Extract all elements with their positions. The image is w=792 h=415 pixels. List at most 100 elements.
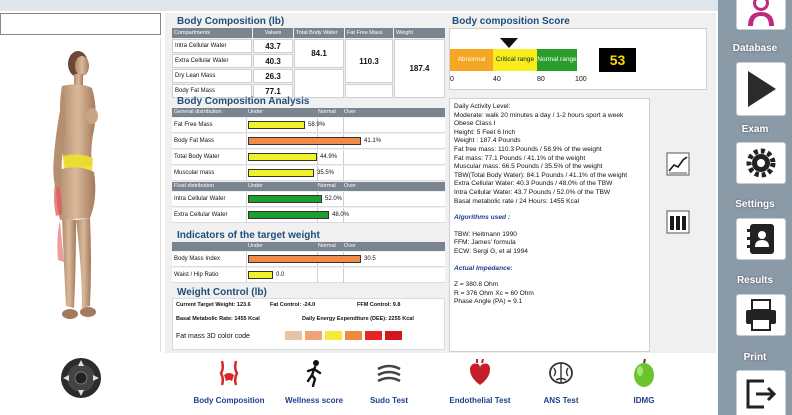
row-label-dry-lean: Dry Lean Mass <box>172 69 252 83</box>
value-ecw: 40.3 <box>253 54 293 68</box>
column-divider <box>246 134 247 149</box>
distribution-bar <box>248 255 361 263</box>
bar-value: 0.0 <box>276 272 285 278</box>
general-distribution-header: General distribution Under Normal Over <box>172 108 445 117</box>
chart-trend-button[interactable] <box>666 152 690 176</box>
daily-energy-expenditure: Daily Energy Expenditure (DEE): 2255 Kca… <box>302 316 414 322</box>
print-label: Print <box>743 352 767 363</box>
nav-label: IDMG <box>633 396 655 405</box>
row-label: Fat Free Mass <box>174 122 213 128</box>
color-swatch <box>305 331 322 340</box>
rotate-dial-button[interactable] <box>59 356 103 400</box>
blank-cell <box>345 84 393 98</box>
indicators-header: Under Normal Over <box>172 242 445 251</box>
nav-endothelial-test[interactable]: Endothelial Test <box>444 358 516 410</box>
header-weight: Weight <box>394 28 445 38</box>
nav-label: Sudo Test <box>369 396 409 405</box>
color-swatch <box>385 331 402 340</box>
results-label: Results <box>736 275 774 286</box>
header-fat-free-mass: Fat Free Mass <box>345 28 393 38</box>
column-divider <box>343 208 344 223</box>
report-gap <box>454 223 645 231</box>
patient-field[interactable] <box>0 13 161 35</box>
column-divider <box>317 166 318 181</box>
report-heading: Actual Impedance: <box>454 264 513 272</box>
segment-abnormal: Abnormal <box>450 49 493 71</box>
bar-value: 52.0% <box>325 196 343 202</box>
results-button[interactable] <box>736 218 786 260</box>
distribution-bar <box>248 195 322 203</box>
value-icw: 43.7 <box>253 39 293 53</box>
color-swatch <box>365 331 382 340</box>
users-icon <box>748 0 774 26</box>
color-swatch <box>285 331 302 340</box>
exit-button[interactable] <box>736 370 786 415</box>
column-divider <box>246 252 247 267</box>
line-chart-icon <box>666 152 690 176</box>
row-label-icw: Intra Cellular Water <box>172 39 252 53</box>
database-button[interactable] <box>736 0 786 30</box>
settings-button[interactable] <box>736 142 786 184</box>
nav-wellness-score[interactable]: Wellness score <box>281 358 347 410</box>
segment-critical: Critical range <box>493 49 537 71</box>
column-divider <box>246 268 247 283</box>
top-band <box>0 0 718 11</box>
fluid-distribution-label: Fluid distribution <box>174 183 215 189</box>
report-line: Z = 380.8 Ohm <box>454 281 499 289</box>
nav-sudo-test[interactable]: Sudo Test <box>362 358 416 410</box>
play-icon <box>748 71 776 107</box>
bar-value: 30.5 <box>364 256 376 262</box>
value-dry-lean: 26.3 <box>253 69 293 83</box>
distribution-bar <box>248 137 361 145</box>
print-button[interactable] <box>736 294 786 336</box>
score-pointer-icon <box>500 38 518 48</box>
value-body-fat: 77.1 <box>253 84 293 98</box>
report-line: Fat free mass: 110.3 Pounds / 58.9% of t… <box>454 145 602 153</box>
row-label: Muscular mass <box>174 170 215 176</box>
score-title: Body composition Score <box>452 16 570 27</box>
weight-control-box <box>172 298 445 350</box>
report-line: Weight : 187.4 Pounds <box>454 137 521 145</box>
value-total-body-water: 84.1 <box>294 39 344 68</box>
analysis-title: Body Composition Analysis <box>177 96 310 107</box>
nav-label: ANS Test <box>543 396 579 405</box>
general-distribution-label: General distribution <box>174 109 222 115</box>
analysis-row: Body Fat Mass 41.1% <box>172 134 445 149</box>
nav-label: Endothelial Test <box>449 396 511 405</box>
bar-value: 48.0% <box>332 212 350 218</box>
distribution-bar <box>248 211 329 219</box>
analysis-row: Total Body Water 44.9% <box>172 150 445 165</box>
score-value: 53 <box>599 48 636 72</box>
body-composition-title: Body Composition (lb) <box>177 16 285 27</box>
report-line: Basal metabolic rate / 24 Hours: 1455 Kc… <box>454 197 579 205</box>
analysis-row: Body Mass Index 30.5 <box>172 252 445 267</box>
distribution-bar <box>248 153 317 161</box>
color-swatch <box>325 331 342 340</box>
ffm-control: FFM Control: 9.8 <box>357 302 401 308</box>
header-under: Under <box>248 109 263 115</box>
exam-button[interactable] <box>736 62 786 116</box>
bar-value: 35.5% <box>317 170 335 176</box>
header-under: Under <box>248 183 263 189</box>
nav-body-composition[interactable]: Body Composition <box>186 358 272 410</box>
scale-80: 80 <box>537 76 545 83</box>
nav-ans-test[interactable]: ANS Test <box>539 358 583 410</box>
scale-100: 100 <box>575 76 587 83</box>
row-label-body-fat: Body Fat Mass <box>172 84 252 98</box>
body-3d-view[interactable] <box>0 38 161 352</box>
report-gap <box>454 273 645 281</box>
analysis-row: Fat Free Mass 58.9% <box>172 118 445 133</box>
nav-label: Body Composition <box>193 396 265 405</box>
apple-icon <box>629 358 659 388</box>
nav-idmg[interactable]: IDMG <box>626 358 662 410</box>
report-gap <box>454 257 645 265</box>
bar-chart-button[interactable] <box>666 210 690 234</box>
report-heading: Algorithms used : <box>454 214 511 222</box>
distribution-bar <box>248 121 305 129</box>
report-line: FFM: James' formula <box>454 239 516 247</box>
report-line: Extra Cellular Water: 40.3 Pounds / 48.0… <box>454 180 613 188</box>
current-target-weight: Current Target Weight: 123.6 <box>176 302 251 308</box>
walking-person-icon <box>299 358 329 388</box>
report-line: ECW: Sergi G, et al 1994 <box>454 247 528 255</box>
nav-label: Wellness score <box>284 396 344 405</box>
